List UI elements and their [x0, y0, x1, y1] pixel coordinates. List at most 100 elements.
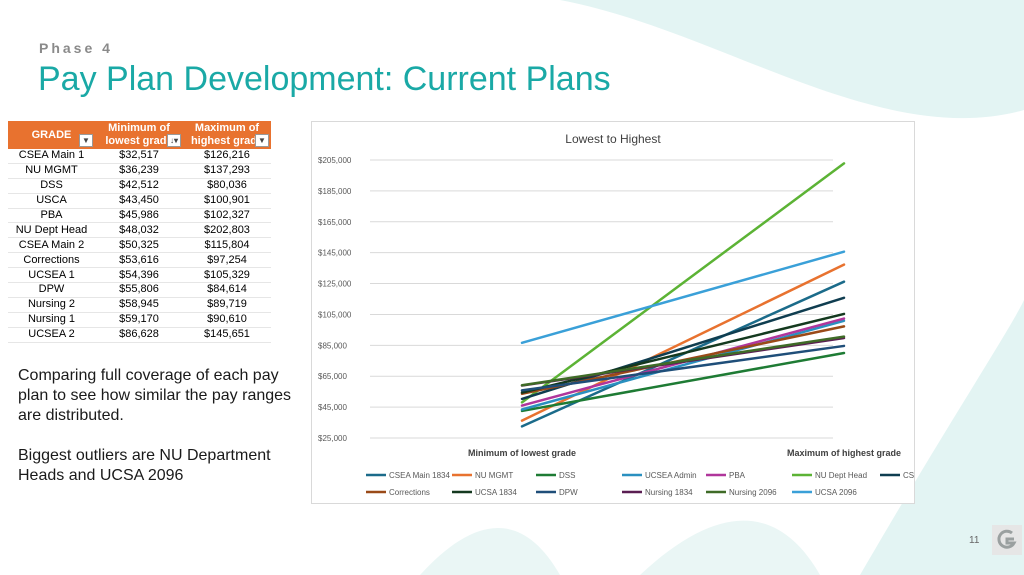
grade-name-cell: CSEA Main 1	[8, 149, 95, 164]
table-row: NU Dept Head $48,032 $202,803	[8, 222, 271, 239]
table-row: UCSEA 1 $54,396 $105,329	[8, 267, 271, 284]
maximum-cell: $137,293	[183, 163, 271, 179]
table-row: CSEA Main 1 $32,517 $126,216	[8, 149, 271, 164]
legend-label: DPW	[559, 488, 578, 497]
chart-title: Lowest to Highest	[565, 132, 661, 146]
legend-label: CSEA Main 2096	[903, 471, 914, 480]
legend-label: PBA	[729, 471, 746, 480]
maximum-cell: $115,804	[183, 237, 271, 254]
grade-name-cell: UCSEA 1	[8, 267, 95, 284]
series-line	[520, 162, 846, 404]
minimum-cell: $55,806	[95, 282, 183, 298]
maximum-cell: $100,901	[183, 193, 271, 209]
minimum-cell: $43,450	[95, 193, 183, 209]
minimum-cell: $53,616	[95, 252, 183, 269]
y-tick-label: $165,000	[318, 218, 352, 227]
legend-label: NU Dept Head	[815, 471, 867, 480]
line-chart: Lowest to Highest $25,000 $45,000 $65,000 $8…	[318, 132, 964, 497]
table-row: Corrections $53,616 $97,254	[8, 252, 271, 269]
x-category-label: Maximum of highest grade	[787, 448, 901, 458]
legend-label: Corrections	[389, 488, 430, 497]
maximum-cell: $202,803	[183, 222, 271, 239]
y-tick-label: $65,000	[318, 372, 347, 381]
x-category-label: Minimum of lowest grade	[468, 448, 576, 458]
description-text: Comparing full coverage of each pay plan…	[18, 366, 308, 506]
legend-label: DSS	[559, 471, 575, 480]
grade-name-cell: Corrections	[8, 252, 95, 269]
y-tick-label: $125,000	[318, 280, 352, 289]
table-row: NU MGMT $36,239 $137,293	[8, 163, 271, 179]
page-number: 11	[969, 535, 980, 546]
y-tick-label: $45,000	[318, 403, 347, 412]
grade-name-cell: DSS	[8, 178, 95, 194]
legend-label: NU MGMT	[475, 471, 513, 480]
minimum-cell: $58,945	[95, 297, 183, 313]
maximum-cell: $97,254	[183, 252, 271, 269]
table-row: USCA $43,450 $100,901	[8, 193, 271, 209]
description-paragraph: Biggest outliers are NU Department Heads…	[18, 447, 271, 484]
maximum-cell: $80,036	[183, 178, 271, 194]
minimum-cell: $54,396	[95, 267, 183, 284]
y-tick-label: $105,000	[318, 310, 352, 319]
y-tick-label: $145,000	[318, 249, 352, 258]
legend-label: Nursing 2096	[729, 488, 777, 497]
series-line	[520, 344, 846, 392]
minimum-cell: $45,986	[95, 208, 183, 224]
grade-name-cell: Nursing 2	[8, 297, 95, 313]
maximum-cell: $89,719	[183, 297, 271, 313]
filter-dropdown-icon[interactable]: ▼	[79, 134, 93, 147]
grade-name-cell: PBA	[8, 208, 95, 224]
series-line	[520, 312, 846, 394]
y-tick-label: $85,000	[318, 341, 347, 350]
grade-name-cell: Nursing 1	[8, 312, 95, 328]
table-row: Nursing 2 $58,945 $89,719	[8, 297, 271, 313]
table-row: UCSEA 2 $86,628 $145,651	[8, 327, 271, 343]
minimum-cell: $59,170	[95, 312, 183, 328]
chart-container: Lowest to Highest $25,000 $45,000 $65,000 $8…	[311, 121, 964, 504]
column-header-maximum[interactable]: Maximum of highest grade ▼	[183, 121, 271, 149]
minimum-cell: $36,239	[95, 163, 183, 179]
minimum-cell: $42,512	[95, 178, 183, 194]
series-line	[520, 335, 846, 387]
column-header-minimum[interactable]: Minimum of lowest grade ↓▾	[95, 121, 183, 149]
legend-label: UCSA 1834	[475, 488, 517, 497]
page-title: Pay Plan Development: Current Plans	[38, 60, 611, 98]
maximum-cell: $105,329	[183, 267, 271, 284]
maximum-cell: $126,216	[183, 149, 271, 164]
filter-dropdown-icon[interactable]: ▼	[255, 134, 269, 147]
table-row: DSS $42,512 $80,036	[8, 178, 271, 194]
legend-label: Nursing 1834	[645, 488, 693, 497]
maximum-cell: $84,614	[183, 282, 271, 298]
table-row: CSEA Main 2 $50,325 $115,804	[8, 237, 271, 254]
sort-filter-icon[interactable]: ↓▾	[167, 134, 181, 147]
table-row: DPW $55,806 $84,614	[8, 282, 271, 298]
legend-label: UCSA 2096	[815, 488, 857, 497]
description-paragraph: Comparing full coverage of each pay plan…	[18, 367, 292, 424]
grade-name-cell: CSEA Main 2	[8, 237, 95, 254]
maximum-cell: $145,651	[183, 327, 271, 343]
legend-label: CSEA Main 1834	[389, 471, 450, 480]
grade-name-cell: UCSEA 2	[8, 327, 95, 343]
series-line	[520, 319, 846, 411]
grade-name-cell: DPW	[8, 282, 95, 298]
table-row: Nursing 1 $59,170 $90,610	[8, 312, 271, 328]
y-tick-label: $25,000	[318, 434, 347, 443]
legend-label: UCSEA Admin	[645, 471, 697, 480]
maximum-cell: $90,610	[183, 312, 271, 328]
minimum-cell: $48,032	[95, 222, 183, 239]
logo-icon	[992, 525, 1022, 555]
minimum-cell: $86,628	[95, 327, 183, 343]
grade-name-cell: NU MGMT	[8, 163, 95, 179]
y-tick-label: $205,000	[318, 156, 352, 165]
table-row: PBA $45,986 $102,327	[8, 208, 271, 224]
column-header-grade[interactable]: GRADE ▼	[8, 121, 95, 149]
phase-label: Phase 4	[39, 40, 113, 56]
maximum-cell: $102,327	[183, 208, 271, 224]
minimum-cell: $32,517	[95, 149, 183, 164]
series-line	[520, 250, 846, 345]
table-header-row: GRADE ▼ Minimum of lowest grade ↓▾ Maximum…	[8, 121, 271, 149]
grade-name-cell: USCA	[8, 193, 95, 209]
series-line	[520, 351, 846, 413]
grade-name-cell: NU Dept Head	[8, 222, 95, 239]
